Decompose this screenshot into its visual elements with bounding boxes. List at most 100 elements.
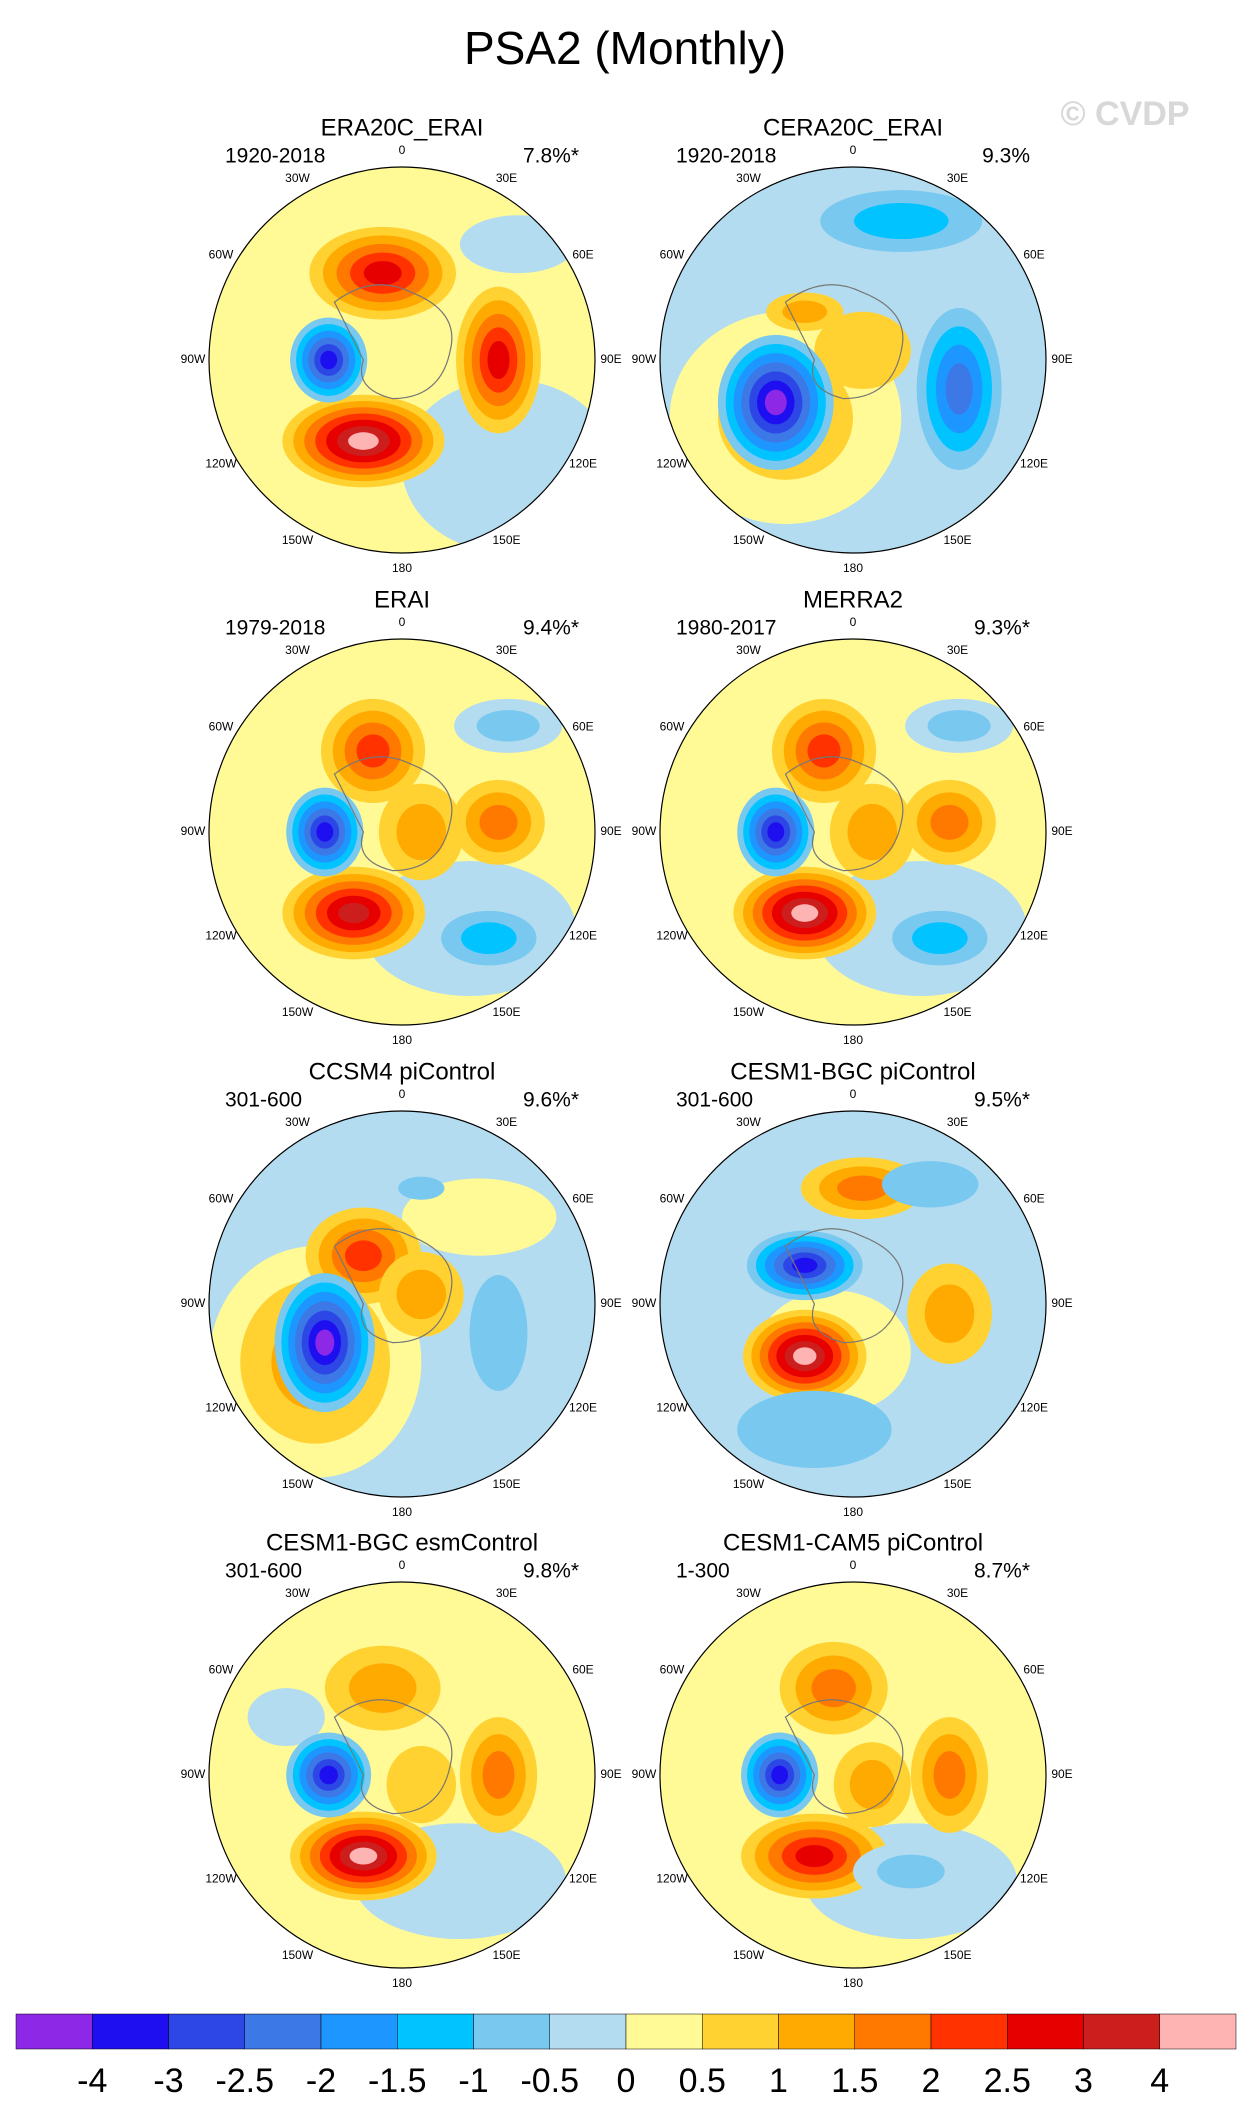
longitude-label: 150E [943,1005,971,1019]
longitude-label: 120E [1020,457,1048,471]
longitude-label: 120E [569,929,597,943]
panel-variance: 9.4%* [523,617,579,640]
longitude-label: 180 [843,1505,863,1519]
contour-fill [877,1854,945,1889]
longitude-label: 90E [1051,352,1072,366]
longitude-label: 30W [285,643,310,657]
colorbar-tick-label: -0.5 [520,2062,579,2100]
longitude-label: 150E [492,1477,520,1491]
longitude-label: 60E [1023,1663,1044,1677]
contour-fill [807,734,841,768]
contour-fill [771,1765,789,1785]
panel-variance: 9.6%* [523,1089,579,1112]
map-field [660,167,1046,553]
longitude-label: 0 [399,143,406,157]
longitude-label: 60E [572,720,593,734]
panel-period: 1980-2017 [676,617,776,640]
longitude-label: 30E [496,1586,517,1600]
contour-fill [349,1847,378,1865]
longitude-label: 180 [843,1033,863,1047]
longitude-label: 30E [947,1115,968,1129]
map-border [659,166,1047,554]
contour-fill [319,1765,338,1785]
contour-fill [930,804,969,840]
contour-fill [811,1669,856,1708]
map-border [208,166,596,554]
longitude-label: 150W [282,1477,314,1491]
longitude-label: 60W [209,1192,234,1206]
longitude-label: 0 [850,1558,857,1572]
longitude-label: 30E [947,1586,968,1600]
longitude-label: 120E [1020,929,1048,943]
colorbar-tick-label: -2 [306,2062,336,2100]
colorbar-tick-label: -3 [153,2062,183,2100]
panel-period: 1-300 [676,1560,730,1583]
longitude-label: 30E [947,171,968,185]
coastline [784,1699,904,1815]
longitude-label: 120E [1020,1872,1048,1886]
colorbar-tick-label: 1 [769,2062,788,2100]
longitude-label: 60E [572,1663,593,1677]
longitude-label: 90E [1051,1296,1072,1310]
coastline [333,756,453,872]
longitude-label: 60W [660,720,685,734]
contour-fill [469,1275,528,1391]
map-border [208,1110,596,1498]
longitude-label: 30W [736,643,761,657]
contour-fill [476,710,540,742]
longitude-label: 90E [600,1296,621,1310]
contour-fill [398,1176,445,1200]
longitude-label: 90E [600,352,621,366]
longitude-label: 90W [632,1296,657,1310]
longitude-label: 180 [392,1505,412,1519]
contour-fill [315,1329,335,1356]
contour-fill [396,1269,447,1320]
longitude-label: 120W [205,929,237,943]
contour-fill [363,261,402,286]
panel-title: MERRA2 [803,586,903,613]
longitude-label: 150W [733,533,765,547]
contour-fill [316,822,334,842]
colorbar-box [854,2013,932,2050]
map-panel: CESM1-CAM5 piControl 1-300 8.7%* 0 30E 60E 90E… [632,1529,1073,1990]
longitude-label: 30E [496,171,517,185]
colorbar-tick-label: -1.5 [368,2062,427,2100]
longitude-label: 30E [496,1115,517,1129]
panel-title: ERAI [374,586,430,613]
map-panel: MERRA2 1980-2017 9.3%* 0 30E 60E 90E 120E 150E 18… [632,586,1073,1047]
panel-period: 301-600 [225,1089,302,1112]
coastline [333,1699,453,1815]
panel-variance: 9.8%* [523,1560,579,1583]
longitude-label: 180 [392,1976,412,1990]
panel-title: CESM1-CAM5 piControl [723,1529,983,1556]
map-field [209,639,595,1025]
colorbar-box [930,2013,1008,2050]
panel-period: 1979-2018 [225,617,325,640]
coastline [784,1228,904,1344]
colorbar-box [320,2013,398,2050]
panel-title: CCSM4 piControl [309,1058,496,1085]
contour-fill [386,1746,457,1824]
longitude-label: 0 [850,615,857,629]
contour-fill [396,803,447,861]
colorbar-tick-label: 4 [1150,2062,1169,2100]
colorbar-tick-label: 0 [617,2062,636,2100]
longitude-label: 150E [943,1477,971,1491]
map-field [660,1582,1046,1968]
longitude-label: 180 [392,1033,412,1047]
longitude-label: 150W [282,1948,314,1962]
map-panel: ERAI 1979-2018 9.4%* 0 30E 60E 90E 120E 150E 180 1… [181,586,622,1047]
longitude-label: 120E [1020,1401,1048,1415]
longitude-label: 60E [1023,1192,1044,1206]
contour-fill [737,1390,892,1469]
map-panel: CESM1-BGC esmControl 301-600 9.8%* 0 30E 60E 9… [181,1529,622,1990]
contour-fill [344,1240,382,1272]
longitude-label: 30W [285,1586,310,1600]
colorbar-tick-label: 2 [922,2062,941,2100]
longitude-label: 30W [736,1115,761,1129]
colorbar-box [92,2013,169,2050]
coastline [784,284,904,400]
longitude-label: 150E [492,1948,520,1962]
longitude-label: 0 [850,143,857,157]
contour-fill [402,1178,557,1256]
